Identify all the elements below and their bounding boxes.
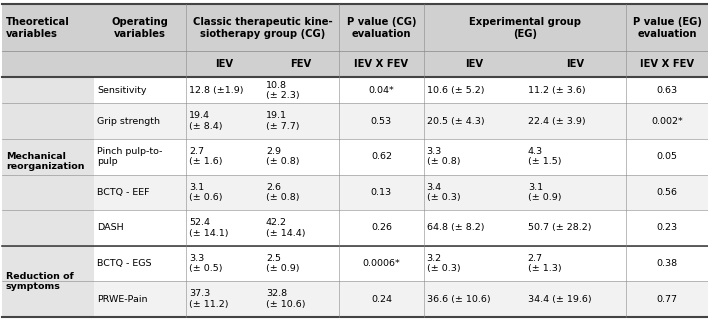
Bar <box>2 175 708 210</box>
Text: 64.8 (± 8.2): 64.8 (± 8.2) <box>427 223 484 232</box>
Text: 0.05: 0.05 <box>656 152 678 161</box>
Bar <box>2 246 708 282</box>
Text: 2.6
(± 0.8): 2.6 (± 0.8) <box>266 183 299 202</box>
Text: P value (EG)
evaluation: P value (EG) evaluation <box>632 17 702 39</box>
Text: 0.53: 0.53 <box>371 117 392 126</box>
Text: 3.3
(± 0.8): 3.3 (± 0.8) <box>427 147 460 167</box>
Text: IEV: IEV <box>465 59 484 69</box>
Text: 3.4
(± 0.3): 3.4 (± 0.3) <box>427 183 460 202</box>
Text: FEV: FEV <box>290 59 312 69</box>
Bar <box>2 282 708 317</box>
Bar <box>2 77 94 246</box>
Text: 42.2
(± 14.4): 42.2 (± 14.4) <box>266 218 305 238</box>
Text: 19.4
(± 8.4): 19.4 (± 8.4) <box>189 111 223 131</box>
Text: PRWE-Pain: PRWE-Pain <box>97 295 148 304</box>
Text: Sensitivity: Sensitivity <box>97 86 147 95</box>
Text: 4.3
(± 1.5): 4.3 (± 1.5) <box>527 147 561 167</box>
Text: Experimental group
(EG): Experimental group (EG) <box>469 17 581 39</box>
Text: 0.002*: 0.002* <box>651 117 683 126</box>
Text: 32.8
(± 10.6): 32.8 (± 10.6) <box>266 290 305 309</box>
Text: 3.1
(± 0.9): 3.1 (± 0.9) <box>527 183 561 202</box>
Text: 2.9
(± 0.8): 2.9 (± 0.8) <box>266 147 299 167</box>
Text: DASH: DASH <box>97 223 124 232</box>
Text: 0.0006*: 0.0006* <box>362 259 400 268</box>
Text: 0.23: 0.23 <box>656 223 678 232</box>
Text: 0.13: 0.13 <box>371 188 392 197</box>
Text: 11.2 (± 3.6): 11.2 (± 3.6) <box>527 86 586 95</box>
Text: IEV X FEV: IEV X FEV <box>355 59 409 69</box>
Text: 2.7
(± 1.3): 2.7 (± 1.3) <box>527 254 561 273</box>
Text: P value (CG)
evaluation: P value (CG) evaluation <box>347 17 416 39</box>
Text: 2.5
(± 0.9): 2.5 (± 0.9) <box>266 254 299 273</box>
Text: 36.6 (± 10.6): 36.6 (± 10.6) <box>427 295 490 304</box>
Text: 0.26: 0.26 <box>371 223 392 232</box>
Text: 34.4 (± 19.6): 34.4 (± 19.6) <box>527 295 591 304</box>
Text: 19.1
(± 7.7): 19.1 (± 7.7) <box>266 111 299 131</box>
Text: Classic therapeutic kine-
siotherapy group (CG): Classic therapeutic kine- siotherapy gro… <box>193 17 333 39</box>
Text: Pinch pulp-to-
pulp: Pinch pulp-to- pulp <box>97 147 163 167</box>
Text: 0.38: 0.38 <box>656 259 678 268</box>
Text: 52.4
(± 14.1): 52.4 (± 14.1) <box>189 218 229 238</box>
Text: IEV X FEV: IEV X FEV <box>640 59 694 69</box>
Text: 37.3
(± 11.2): 37.3 (± 11.2) <box>189 290 229 309</box>
Text: 0.63: 0.63 <box>656 86 678 95</box>
Text: 3.3
(± 0.5): 3.3 (± 0.5) <box>189 254 223 273</box>
Text: 0.04*: 0.04* <box>369 86 394 95</box>
Text: BCTQ - EGS: BCTQ - EGS <box>97 259 152 268</box>
Text: 20.5 (± 4.3): 20.5 (± 4.3) <box>427 117 484 126</box>
Text: 50.7 (± 28.2): 50.7 (± 28.2) <box>527 223 591 232</box>
Text: IEV: IEV <box>566 59 584 69</box>
Text: Operating
variables: Operating variables <box>112 17 169 39</box>
Text: Reduction of
symptoms: Reduction of symptoms <box>6 272 74 291</box>
Text: Grip strength: Grip strength <box>97 117 160 126</box>
Text: 2.7
(± 1.6): 2.7 (± 1.6) <box>189 147 223 167</box>
Bar <box>2 4 708 51</box>
Text: 10.6 (± 5.2): 10.6 (± 5.2) <box>427 86 484 95</box>
Bar <box>2 51 708 77</box>
Bar <box>2 139 708 175</box>
Text: 0.62: 0.62 <box>371 152 392 161</box>
Text: Theoretical
variables: Theoretical variables <box>6 17 70 39</box>
Text: BCTQ - EEF: BCTQ - EEF <box>97 188 149 197</box>
Text: 12.8 (±1.9): 12.8 (±1.9) <box>189 86 244 95</box>
Bar <box>2 210 708 246</box>
Bar <box>2 103 708 139</box>
Text: 3.2
(± 0.3): 3.2 (± 0.3) <box>427 254 460 273</box>
Text: 3.1
(± 0.6): 3.1 (± 0.6) <box>189 183 223 202</box>
Text: 0.56: 0.56 <box>656 188 678 197</box>
Bar <box>2 246 94 317</box>
Text: Mechanical
reorganization: Mechanical reorganization <box>6 152 84 171</box>
Bar <box>2 77 708 103</box>
Text: IEV: IEV <box>215 59 234 69</box>
Text: 0.24: 0.24 <box>371 295 392 304</box>
Text: 22.4 (± 3.9): 22.4 (± 3.9) <box>527 117 586 126</box>
Text: 10.8
(± 2.3): 10.8 (± 2.3) <box>266 81 299 100</box>
Text: 0.77: 0.77 <box>656 295 678 304</box>
